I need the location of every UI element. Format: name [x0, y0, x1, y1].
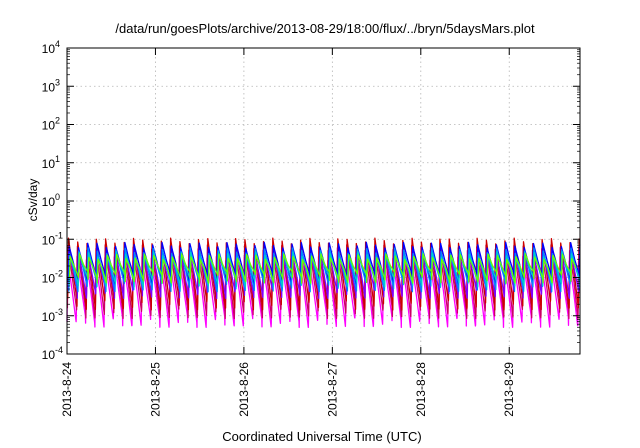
y-tick-label: 10 [42, 119, 56, 133]
x-tick-label: 2013-8-29 [502, 362, 516, 417]
y-tick-exponent: 1 [55, 154, 60, 164]
x-tick-label: 2013-8-26 [237, 362, 251, 417]
y-tick-label: 10 [42, 42, 56, 56]
x-tick-label: 2013-8-24 [60, 362, 74, 417]
y-tick-label: 10 [42, 157, 56, 171]
x-tick-label: 2013-8-27 [325, 362, 339, 417]
x-tick-label: 2013-8-25 [148, 362, 162, 417]
y-tick-exponent: 4 [55, 39, 60, 49]
y-tick-exponent: 2 [55, 116, 60, 126]
series-group [66, 237, 581, 329]
y-tick-label: 10 [42, 272, 56, 286]
x-axis-label: Coordinated Universal Time (UTC) [222, 429, 421, 444]
y-tick-label: 10 [42, 233, 56, 247]
plot-frame [66, 47, 581, 355]
y-tick-exponent: -2 [55, 269, 63, 279]
y-axis-label: cSv/day [26, 179, 40, 222]
y-tick-exponent: 0 [55, 192, 60, 202]
y-tick-label: 10 [42, 348, 56, 362]
y-tick-exponent: -4 [55, 345, 63, 355]
y-tick-exponent: -3 [55, 307, 63, 317]
series-line [68, 253, 577, 284]
y-tick-label: 10 [42, 195, 56, 209]
y-tick-exponent: 3 [55, 77, 60, 87]
y-tick-label: 10 [42, 310, 56, 324]
y-tick-exponent: -1 [55, 230, 63, 240]
y-tick-label: 10 [42, 80, 56, 94]
chart-title: /data/run/goesPlots/archive/2013-08-29/1… [115, 21, 535, 36]
x-tick-label: 2013-8-28 [414, 362, 428, 417]
